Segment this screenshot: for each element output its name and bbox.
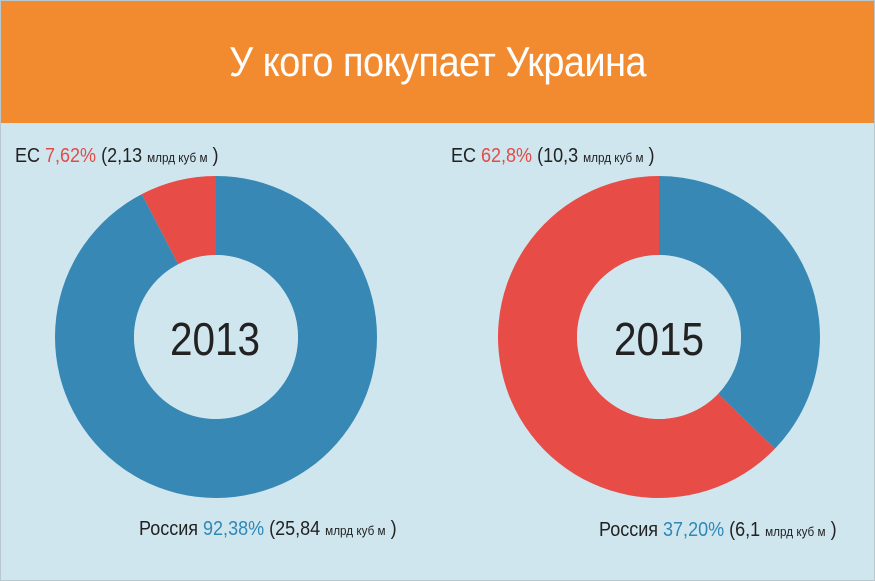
label-eu-2013: ЕС 7,62% (2,13 млрд куб м ): [15, 145, 219, 168]
label-russia-2015: Россия 37,20% (6,1 млрд куб м ): [599, 519, 837, 542]
header-banner: У кого покупает Украина: [1, 1, 874, 123]
center-year-2015: 2015: [613, 313, 705, 365]
label-russia-2013-name: Россия: [139, 518, 199, 540]
label-eu-2015-percent: 62,8%: [481, 145, 533, 167]
label-russia-2013: Россия 92,38% (25,84 млрд куб м ): [139, 518, 397, 541]
label-russia-2013-close: ): [390, 518, 397, 540]
label-russia-2015-volume: (6,1: [729, 519, 761, 541]
label-russia-2013-unit: млрд куб м: [325, 523, 386, 538]
label-eu-2013-unit: млрд куб м: [147, 150, 208, 165]
slice-eu-2013: [141, 176, 216, 265]
label-eu-2013-volume: (2,13: [101, 145, 143, 167]
donut-hole-2015: [577, 255, 741, 419]
label-eu-2013-percent: 7,62%: [45, 145, 97, 167]
label-eu-2013-name: ЕС: [15, 145, 41, 167]
center-year-2013: 2013: [169, 313, 261, 365]
label-eu-2015: ЕС 62,8% (10,3 млрд куб м ): [451, 145, 655, 168]
label-eu-2013-close: ): [212, 145, 219, 167]
slice-eu-2015: [498, 176, 775, 498]
label-russia-2013-volume: (25,84: [269, 518, 321, 540]
donut-hole-2013: [134, 255, 298, 419]
slice-russia-2013: [55, 176, 377, 498]
label-russia-2015-unit: млрд куб м: [765, 524, 826, 539]
donut-chart-2015: [498, 176, 820, 498]
label-eu-2015-close: ): [648, 145, 655, 167]
label-russia-2015-close: ): [830, 519, 837, 541]
label-eu-2015-volume: (10,3: [537, 145, 579, 167]
label-russia-2015-name: Россия: [599, 519, 659, 541]
label-russia-2015-percent: 37,20%: [663, 519, 725, 541]
donut-chart-2013: [55, 176, 377, 498]
label-eu-2015-name: ЕС: [451, 145, 477, 167]
label-russia-2013-percent: 92,38%: [203, 518, 265, 540]
page-title: У кого покупает Украина: [229, 38, 646, 85]
label-eu-2015-unit: млрд куб м: [583, 150, 644, 165]
slice-russia-2015: [659, 176, 820, 449]
